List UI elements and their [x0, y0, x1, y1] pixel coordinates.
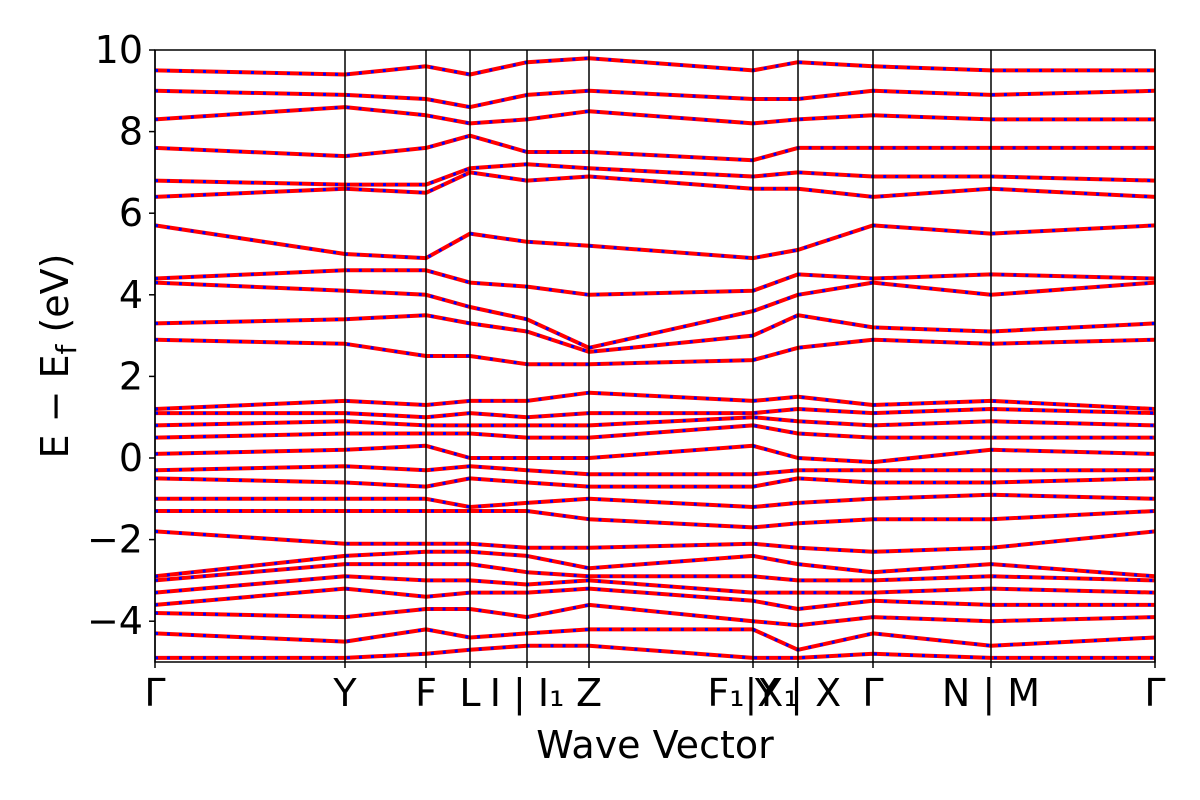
plot-frame [154, 49, 1156, 663]
band-line [155, 493, 1155, 509]
x-tick-label: I | I₁ [490, 671, 565, 716]
band-line [155, 574, 1155, 595]
x-tick-label: Y [332, 671, 357, 715]
band-line [155, 509, 1155, 530]
band-line [155, 415, 1155, 428]
band-line [155, 390, 1155, 411]
band-line [155, 562, 1155, 582]
x-tick-label: Γ [1144, 671, 1165, 715]
y-label-sub: f [50, 343, 83, 354]
x-tick-label: Γ [862, 671, 883, 715]
x-tick-label: Y | X [754, 671, 841, 716]
x-axis-label: Wave Vector [536, 723, 774, 767]
y-tick-label: 4 [119, 273, 143, 317]
band-line [155, 423, 1155, 440]
y-tick-label: −2 [87, 518, 143, 562]
bands [155, 56, 1155, 660]
band-line [155, 643, 1155, 660]
y-tick-label: 0 [119, 436, 143, 480]
band-line [155, 627, 1155, 652]
x-tick-label: N | M [942, 671, 1040, 716]
band-line [155, 268, 1155, 297]
y-tick-label: 10 [95, 28, 143, 72]
band-line [155, 56, 1155, 77]
band-line [155, 407, 1155, 420]
x-tick-label: L [459, 671, 480, 715]
band-line [155, 529, 1155, 554]
x-tick-label: F₁|X₁ [707, 671, 798, 716]
band-line [155, 464, 1155, 477]
y-tick-label: 2 [119, 354, 143, 398]
y-label-unit: (eV) [33, 254, 77, 345]
band-line [155, 443, 1155, 465]
y-tick-label: −4 [87, 599, 143, 643]
x-tick-label: F [415, 671, 437, 715]
band-line [155, 223, 1155, 261]
y-tick-label: 6 [119, 191, 143, 235]
band-line [155, 223, 1155, 260]
y-tick-label: 8 [119, 110, 143, 154]
y-axis-label: E − Ef (eV) [33, 254, 83, 459]
x-tick-label: Γ [144, 671, 165, 715]
band-line [155, 313, 1155, 354]
y-label-main: E − E [33, 354, 77, 458]
x-tick-label: Z [576, 671, 602, 715]
band-line [155, 492, 1155, 509]
band-line [155, 105, 1155, 126]
